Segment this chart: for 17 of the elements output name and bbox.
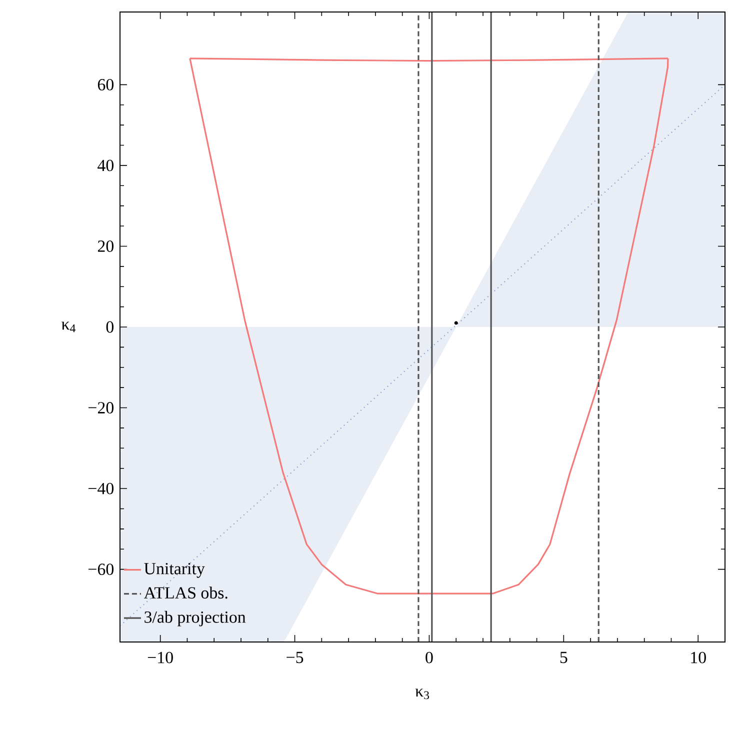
legend-label: Unitarity [144,562,205,578]
y-tick-label: 20 [98,240,114,252]
y-tick-label: −40 [88,482,114,494]
y-tick-label: −20 [88,402,114,414]
y-axis-title: κ$_{4}$ [62,322,76,332]
x-tick-label: −5 [286,652,304,664]
y-tick-label: 40 [98,160,114,172]
legend-label: 3/ab projection [144,610,246,626]
x-tick-label: 5 [560,652,568,664]
legend-label: ATLAS obs. [144,586,228,599]
x-tick-label: 0 [426,652,433,664]
x-tick-label: −10 [148,652,173,664]
x-axis-title: κ$_{3}$ [415,688,430,700]
y-tick-label: 60 [98,78,114,90]
y-tick-label: 0 [106,321,114,333]
x-tick-label: 10 [691,652,706,664]
y-tick-label: −60 [88,564,114,576]
